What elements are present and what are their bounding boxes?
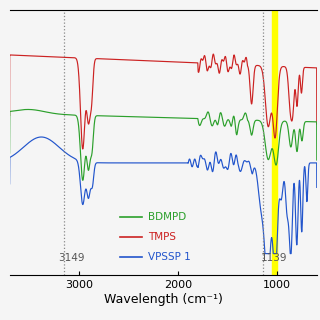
Text: 3149: 3149 xyxy=(58,253,85,263)
Bar xyxy=(272,10,277,275)
Text: 1139: 1139 xyxy=(260,253,287,263)
Text: BDMPD: BDMPD xyxy=(148,212,186,222)
X-axis label: Wavelength (cm⁻¹): Wavelength (cm⁻¹) xyxy=(104,293,223,306)
Text: VPSSP 1: VPSSP 1 xyxy=(148,252,191,262)
Text: TMPS: TMPS xyxy=(148,232,176,242)
